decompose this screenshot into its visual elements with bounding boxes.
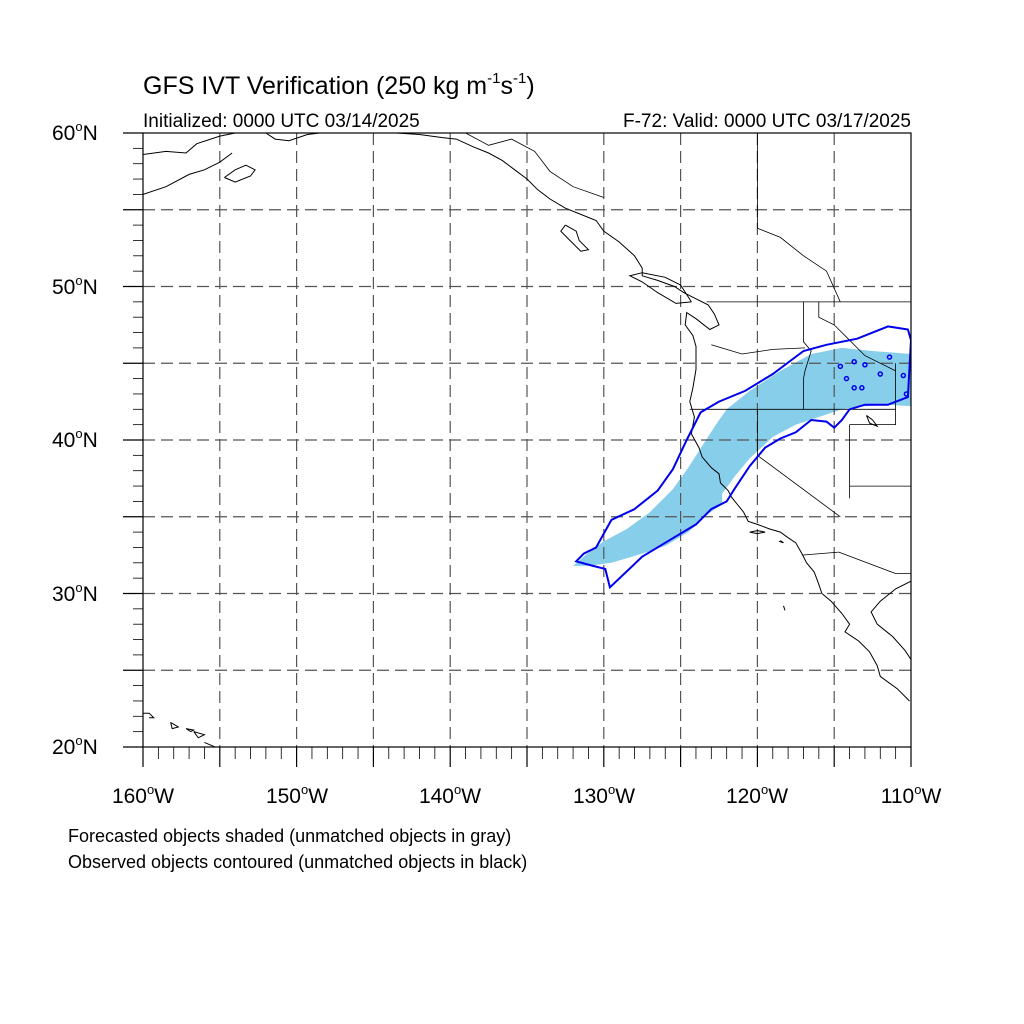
observed-small-contour [859, 385, 865, 391]
coastline [193, 731, 206, 739]
observed-small-contour [837, 363, 844, 370]
lon-label-130w: 130oW [572, 782, 636, 808]
coastline [170, 721, 180, 730]
coastline [866, 415, 879, 428]
coastline [628, 272, 692, 304]
political-boundary [801, 551, 839, 556]
observed-small-contour [903, 391, 910, 397]
gridlines-layer [143, 133, 911, 747]
coastline [204, 741, 217, 747]
observed-small-contour [851, 358, 857, 365]
lat-label-30n: 30oN [52, 580, 98, 606]
observed-note: Observed objects contoured (unmatched ob… [68, 852, 528, 872]
political-boundary [838, 551, 911, 574]
forecast-note: Forecasted objects shaded (unmatched obj… [68, 826, 512, 846]
lon-label-140w: 140oW [418, 782, 482, 808]
lon-label-110w: 110oW [880, 782, 942, 808]
lon-label-120w: 120oW [725, 782, 789, 808]
observed-ivt-contour [574, 325, 911, 590]
lon-label-150w: 150oW [265, 782, 329, 808]
political-boundary [849, 363, 896, 426]
observed-small-contour [900, 372, 907, 379]
lat-label-60n: 60oN [52, 119, 98, 145]
coastline [265, 133, 320, 142]
observed-small-contour [862, 362, 868, 368]
lon-label-160w: 160oW [111, 782, 175, 808]
coastline [224, 164, 256, 183]
observed-small-contour [851, 385, 857, 391]
plot-title: GFS IVT Verification (250 kg m-1s-1) [143, 70, 535, 100]
coastlines-layer [143, 133, 911, 747]
coastline [143, 712, 156, 719]
observed-small-contour [843, 375, 850, 382]
lat-label-50n: 50oN [52, 273, 98, 299]
lat-label-40n: 40oN [52, 426, 98, 452]
coastline [143, 133, 236, 155]
coastline [749, 530, 766, 535]
coastline [373, 133, 910, 702]
forecast-ivt-object [573, 347, 911, 566]
political-boundary [711, 344, 806, 355]
political-boundary [818, 301, 896, 372]
coastline [143, 152, 233, 195]
coastline [778, 540, 784, 544]
observed-objects-layer [574, 325, 911, 590]
political-boundary [803, 301, 812, 410]
coastline [560, 224, 590, 252]
initialized-time: Initialized: 0000 UTC 03/14/2025 [143, 111, 420, 132]
coastline [185, 728, 196, 733]
map-frame [123, 132, 912, 767]
forecast-objects-layer [573, 347, 911, 566]
valid-time: F-72: Valid: 0000 UTC 03/17/2025 [623, 111, 911, 132]
observed-small-contour [877, 371, 884, 377]
political-boundary [465, 133, 604, 198]
coastline [783, 605, 786, 611]
boundaries-layer [465, 133, 911, 574]
observed-small-contour [886, 354, 893, 360]
lat-label-20n: 20oN [52, 733, 98, 759]
coastline [870, 580, 911, 660]
political-boundary [757, 227, 841, 303]
